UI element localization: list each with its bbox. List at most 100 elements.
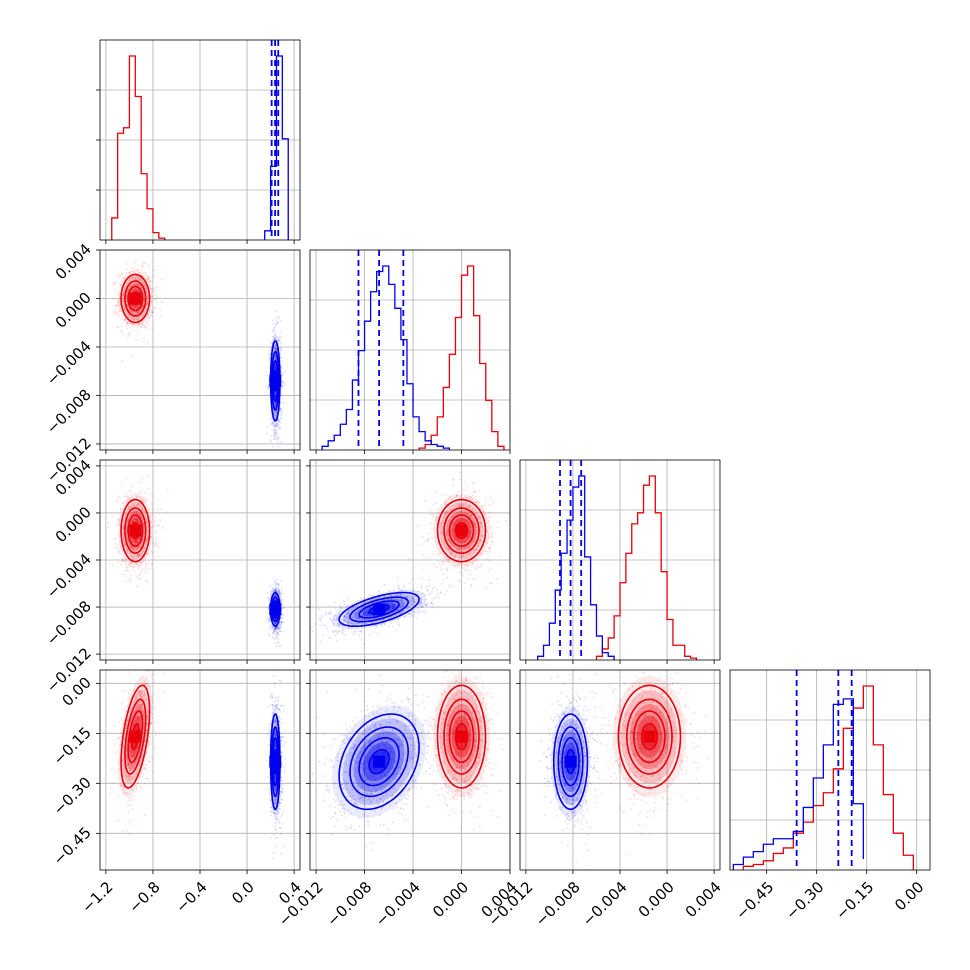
sample-point xyxy=(436,542,439,544)
sample-point xyxy=(457,549,459,551)
sample-point xyxy=(275,411,277,413)
sample-point xyxy=(274,353,277,356)
sample-point xyxy=(118,519,121,522)
sample-point xyxy=(129,523,132,525)
sample-point xyxy=(147,342,149,345)
sample-point xyxy=(129,506,131,509)
sample-point xyxy=(279,592,281,595)
sample-point xyxy=(468,504,471,507)
sample-point xyxy=(117,495,120,497)
sample-point xyxy=(138,522,140,525)
sample-point xyxy=(129,308,131,310)
sample-point xyxy=(130,536,133,538)
sample-point xyxy=(129,543,132,545)
sample-point xyxy=(142,526,145,529)
sample-point xyxy=(132,543,135,545)
sample-point xyxy=(150,284,153,287)
sample-point xyxy=(275,602,277,605)
sample-point xyxy=(275,354,277,357)
sample-point xyxy=(276,322,279,324)
sample-point xyxy=(116,291,119,294)
sample-point xyxy=(466,553,469,556)
sample-point xyxy=(485,541,487,543)
sample-point xyxy=(491,536,494,538)
sample-point xyxy=(280,357,283,359)
sample-point xyxy=(135,541,138,543)
sample-point xyxy=(133,307,135,309)
sample-point xyxy=(273,338,276,340)
sample-point xyxy=(401,602,404,604)
sample-point xyxy=(136,511,139,513)
sample-point xyxy=(147,275,149,277)
sample-point xyxy=(136,538,138,541)
sample-point xyxy=(454,565,456,567)
sample-point xyxy=(467,561,470,563)
sample-point xyxy=(463,568,465,571)
sample-point xyxy=(274,627,277,630)
sample-point xyxy=(150,313,153,316)
sample-point xyxy=(144,326,147,329)
sample-point xyxy=(468,535,470,538)
sample-point xyxy=(133,510,135,512)
sample-point xyxy=(429,509,431,511)
sample-point xyxy=(127,271,130,274)
sample-point xyxy=(139,290,141,293)
sample-point xyxy=(451,498,453,501)
sample-point xyxy=(141,540,143,543)
sample-point xyxy=(116,304,119,307)
sample-point xyxy=(278,620,281,623)
sample-point xyxy=(117,274,119,276)
sample-point xyxy=(148,281,150,283)
sample-point xyxy=(435,517,438,519)
sample-point xyxy=(126,303,129,306)
sample-point xyxy=(274,418,277,421)
sample-point xyxy=(141,286,143,288)
sample-point xyxy=(274,628,276,630)
sample-point xyxy=(458,505,461,508)
sample-point xyxy=(273,395,276,398)
sample-point xyxy=(277,322,279,324)
sample-point xyxy=(275,618,277,620)
sample-point xyxy=(455,519,458,522)
sample-point xyxy=(464,541,466,544)
sample-point xyxy=(281,452,283,454)
sample-point xyxy=(150,300,152,302)
sample-point xyxy=(141,278,143,281)
sample-point xyxy=(478,534,481,536)
sample-point xyxy=(274,402,277,404)
sample-point xyxy=(274,438,276,441)
sample-point xyxy=(360,630,363,632)
sample-point xyxy=(131,539,133,542)
sample-point xyxy=(474,495,477,498)
sample-point xyxy=(130,523,132,526)
sample-point xyxy=(134,261,136,263)
sample-point xyxy=(280,613,283,616)
sample-point xyxy=(126,291,129,293)
sample-point xyxy=(144,561,147,563)
sample-point xyxy=(456,539,458,541)
sample-point xyxy=(488,570,490,572)
sample-point xyxy=(273,369,276,372)
sample-point xyxy=(139,513,141,516)
sample-point xyxy=(365,611,367,614)
sample-point xyxy=(131,315,134,318)
sample-point xyxy=(412,598,414,601)
sample-point xyxy=(279,618,281,620)
sample-point xyxy=(133,504,136,506)
sample-point xyxy=(126,306,129,309)
sample-point xyxy=(155,523,157,526)
sample-point xyxy=(374,624,377,627)
sample-point xyxy=(140,503,143,506)
sample-point xyxy=(272,625,274,628)
sample-point xyxy=(277,428,279,431)
sample-point xyxy=(141,506,144,508)
sample-point xyxy=(150,520,152,523)
sample-point xyxy=(268,385,270,387)
sample-point xyxy=(491,530,493,533)
sample-point xyxy=(150,309,153,311)
sample-point xyxy=(123,309,125,311)
sample-point xyxy=(481,505,484,507)
sample-point xyxy=(462,550,465,553)
sample-point xyxy=(146,525,149,528)
sample-point xyxy=(154,308,157,310)
